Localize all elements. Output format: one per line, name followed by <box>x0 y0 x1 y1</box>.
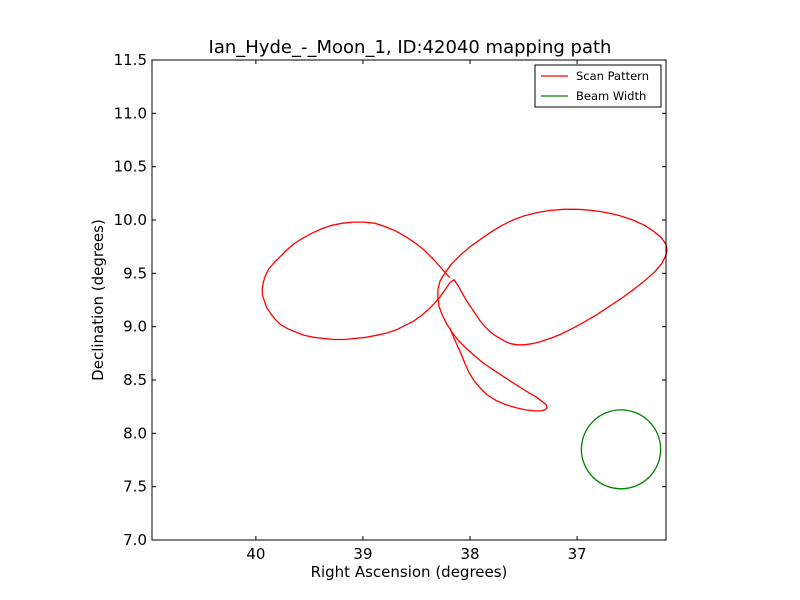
legend-box <box>534 64 662 108</box>
legend: Scan Pattern Beam Width <box>534 64 662 108</box>
y-tick-label: 7.5 <box>123 478 147 496</box>
beam-width-circle <box>580 409 662 490</box>
series-layer <box>261 208 668 490</box>
plot-background <box>152 60 666 540</box>
plot-frame <box>151 59 667 541</box>
x-tick-label: 38 <box>460 545 479 563</box>
y-tick-label: 11.5 <box>114 51 147 69</box>
y-tick-label: 9.0 <box>123 318 147 336</box>
y-tick-label: 9.5 <box>123 264 147 282</box>
x-tick-label: 39 <box>353 545 372 563</box>
chart-title: Ian_Hyde_-_Moon_1, ID:42040 mapping path <box>209 37 612 58</box>
y-tick-label: 10.0 <box>114 211 147 229</box>
y-tick-label: 10.5 <box>114 158 147 176</box>
legend-label-beam-width: Beam Width <box>576 89 646 103</box>
ticks-layer: 40 39 38 37 7.0 7.5 8.0 8.5 9.0 9.5 10.0 10.5 11.0 11… <box>114 51 666 563</box>
x-axis-label: Right Ascension (degrees) <box>311 563 508 581</box>
y-tick-label: 8.0 <box>123 424 147 442</box>
y-axis-label: Declination (degrees) <box>89 219 107 381</box>
y-tick-label: 11.0 <box>114 104 147 122</box>
legend-label-scan-pattern: Scan Pattern <box>576 69 649 83</box>
y-tick-label: 8.5 <box>123 371 147 389</box>
x-tick-label: 37 <box>568 545 587 563</box>
y-tick-label: 7.0 <box>123 531 147 549</box>
plot-area <box>152 60 666 540</box>
scan-pattern-line <box>261 208 668 412</box>
x-tick-label: 40 <box>246 545 265 563</box>
